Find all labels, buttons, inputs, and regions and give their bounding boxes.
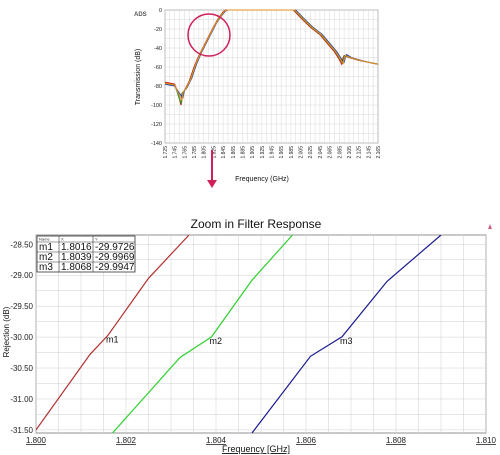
top-y-tick-label: -60: [154, 65, 162, 71]
marker-table-cell: -29.9969: [95, 252, 135, 263]
zoom-series-line-3: [251, 235, 442, 433]
top-x-tick-label: 2.125: [357, 146, 363, 159]
top-y-tick-label: -80: [154, 84, 162, 90]
top-y-tick-label: -100: [151, 103, 162, 109]
top-x-tick-label: 1.945: [270, 146, 276, 159]
marker-table-cell: -29.9726: [95, 242, 135, 253]
top-x-tick-label: 1.765: [182, 146, 188, 159]
marker-readout-table: Name X Ym1 1.8016 -29.9726 m2 1.8039 -29.9969 m3…: [36, 235, 136, 273]
top-x-tick-label: 1.925: [260, 146, 266, 159]
top-x-tick-label: 2.045: [318, 146, 324, 159]
zoom-series-line-2: [112, 235, 293, 433]
top-x-tick-label: 1.885: [240, 146, 246, 159]
top-x-ticks: 1.725 1.745 1.765 1.785 1.805 1.825 1.845 1.865…: [163, 146, 382, 159]
zoom-y-tick-label: -31.00: [10, 395, 33, 404]
zoom-y-tick-label: -31.50: [10, 426, 33, 435]
top-x-tick-label: 2.005: [299, 146, 305, 159]
marker-table-header: Y: [95, 237, 98, 242]
top-y-ticks: 0 -20 -40 -60 -80 -100 -120 -140: [151, 8, 162, 147]
marker-table-cell: 1.8039: [61, 252, 92, 263]
top-x-tick-label: 1.905: [250, 146, 256, 159]
zoom-series-line-1: [36, 235, 190, 431]
top-y-tick-label: -140: [151, 141, 162, 147]
zoom-y-tick-label: -29.00: [10, 271, 33, 280]
zoom-y-tick-label: -29.50: [10, 302, 33, 311]
top-x-tick-label: 1.985: [289, 146, 295, 159]
top-y-tick-label: 0: [159, 8, 162, 14]
zoom-chart-title: Zoom in Filter Response: [191, 217, 322, 231]
zoom-y-tick-label: -30.50: [10, 364, 33, 373]
marker-table-cell: 1.8068: [61, 262, 92, 273]
zoom-y-tick-label: -30.00: [10, 333, 33, 342]
top-x-tick-label: 1.785: [192, 146, 198, 159]
top-x-tick-label: 2.105: [347, 146, 353, 159]
marker-table-header: X: [61, 237, 64, 242]
marker-table-cell: m3: [39, 262, 53, 273]
marker-label-m2: m2: [210, 336, 223, 346]
top-x-tick-label: 1.745: [173, 146, 179, 159]
top-y-tick-label: -20: [154, 27, 162, 33]
transmission-chart: 0 -20 -40 -60 -80 -100 -120 -140 1.725 1.745 1.76…: [134, 8, 382, 183]
marker-table-cell: 1.8016: [61, 242, 92, 253]
marker-table-cell: m2: [39, 252, 53, 263]
zoom-arrow: [207, 150, 217, 188]
top-x-tick-label: 1.965: [279, 146, 285, 159]
zoom-x-tick-label: 1.810: [476, 436, 497, 445]
zoom-x-tick-label: 1.800: [26, 436, 47, 445]
top-x-tick-label: 1.825: [211, 146, 217, 159]
top-x-axis-label: Frequency (GHz): [235, 176, 289, 183]
top-series-line-4: [164, 9, 379, 102]
zoom-x-tick-label: 1.808: [386, 436, 407, 445]
zoom-y-axis-label: Rejection (dB): [2, 306, 11, 357]
zoom-x-tick-label: 1.806: [296, 436, 317, 445]
zoom-series: [36, 235, 442, 433]
marker-table-cell: -29.9947: [95, 262, 135, 273]
zoom-x-ticks: 1.800 1.802 1.804 1.806 1.808 1.810: [26, 436, 497, 445]
zoom-x-axis-label: Frequency [GHz]: [222, 444, 290, 454]
top-x-tick-label: 2.085: [337, 146, 343, 159]
marker-label-m3: m3: [340, 336, 353, 346]
zoom-y-tick-label: -28.50: [10, 240, 33, 249]
zoom-x-tick-label: 1.804: [206, 436, 227, 445]
top-y-tick-label: -120: [151, 122, 162, 128]
top-y-axis-label: Transmission (dB): [135, 49, 142, 106]
top-grid: [164, 9, 379, 144]
top-series: [164, 9, 379, 106]
top-x-tick-label: 2.145: [366, 146, 372, 159]
top-x-tick-label: 2.025: [308, 146, 314, 159]
marker-table-cell: m1: [39, 242, 53, 253]
zoom-markers: m1 m2 m3: [106, 334, 353, 346]
zoom-highlight-circle: [187, 13, 231, 57]
corner-triangle-icon: [488, 224, 492, 229]
ads-logo-text: ADS: [134, 12, 147, 18]
marker-label-m1: m1: [106, 334, 119, 344]
zoom-x-tick-label: 1.802: [116, 436, 137, 445]
top-x-tick-label: 1.845: [221, 146, 227, 159]
top-y-tick-label: -40: [154, 46, 162, 52]
top-x-tick-label: 1.865: [231, 146, 237, 159]
marker-table-header: Name: [39, 237, 50, 242]
top-x-tick-label: 2.165: [376, 146, 382, 159]
top-x-tick-label: 2.065: [328, 146, 334, 159]
zoom-chart: Zoom in Filter Response -28.50 -29.00 -29.…: [2, 217, 497, 454]
top-x-tick-label: 1.805: [202, 146, 208, 159]
top-x-tick-label: 1.725: [163, 146, 169, 159]
zoom-y-ticks: -28.50 -29.00 -29.50 -30.00 -30.50 -31.00 -31.…: [10, 240, 33, 435]
